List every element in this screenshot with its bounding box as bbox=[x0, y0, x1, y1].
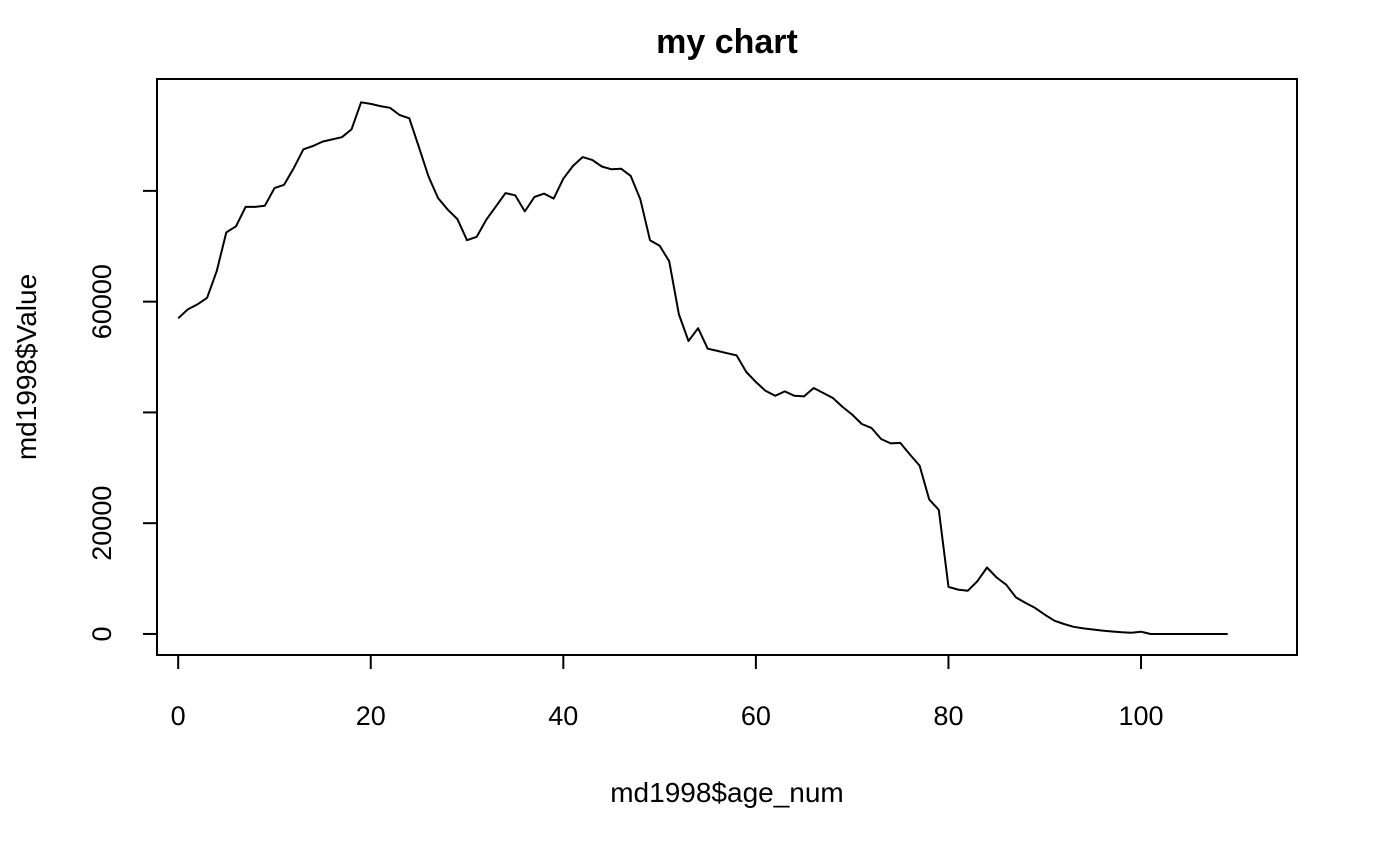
y-tick-label: 20000 bbox=[87, 486, 117, 561]
x-tick-label: 100 bbox=[1118, 701, 1163, 731]
x-tick-label: 60 bbox=[741, 701, 771, 731]
x-tick-label: 80 bbox=[933, 701, 963, 731]
chart-title: my chart bbox=[656, 23, 798, 61]
y-tick-label: 60000 bbox=[87, 264, 117, 339]
series-line bbox=[177, 101, 1228, 635]
x-axis: 0 20 40 60 80 100 bbox=[171, 654, 1164, 731]
y-tick-label: 0 bbox=[87, 626, 117, 641]
x-tick-label: 20 bbox=[356, 701, 386, 731]
x-tick-label: 0 bbox=[171, 701, 186, 731]
y-axis-label: md1998$Value bbox=[11, 274, 42, 460]
plot-frame bbox=[156, 78, 1298, 656]
x-tick-label: 40 bbox=[548, 701, 578, 731]
x-axis-label: md1998$age_num bbox=[610, 777, 844, 808]
y-axis: 0 20000 60000 bbox=[87, 189, 158, 641]
